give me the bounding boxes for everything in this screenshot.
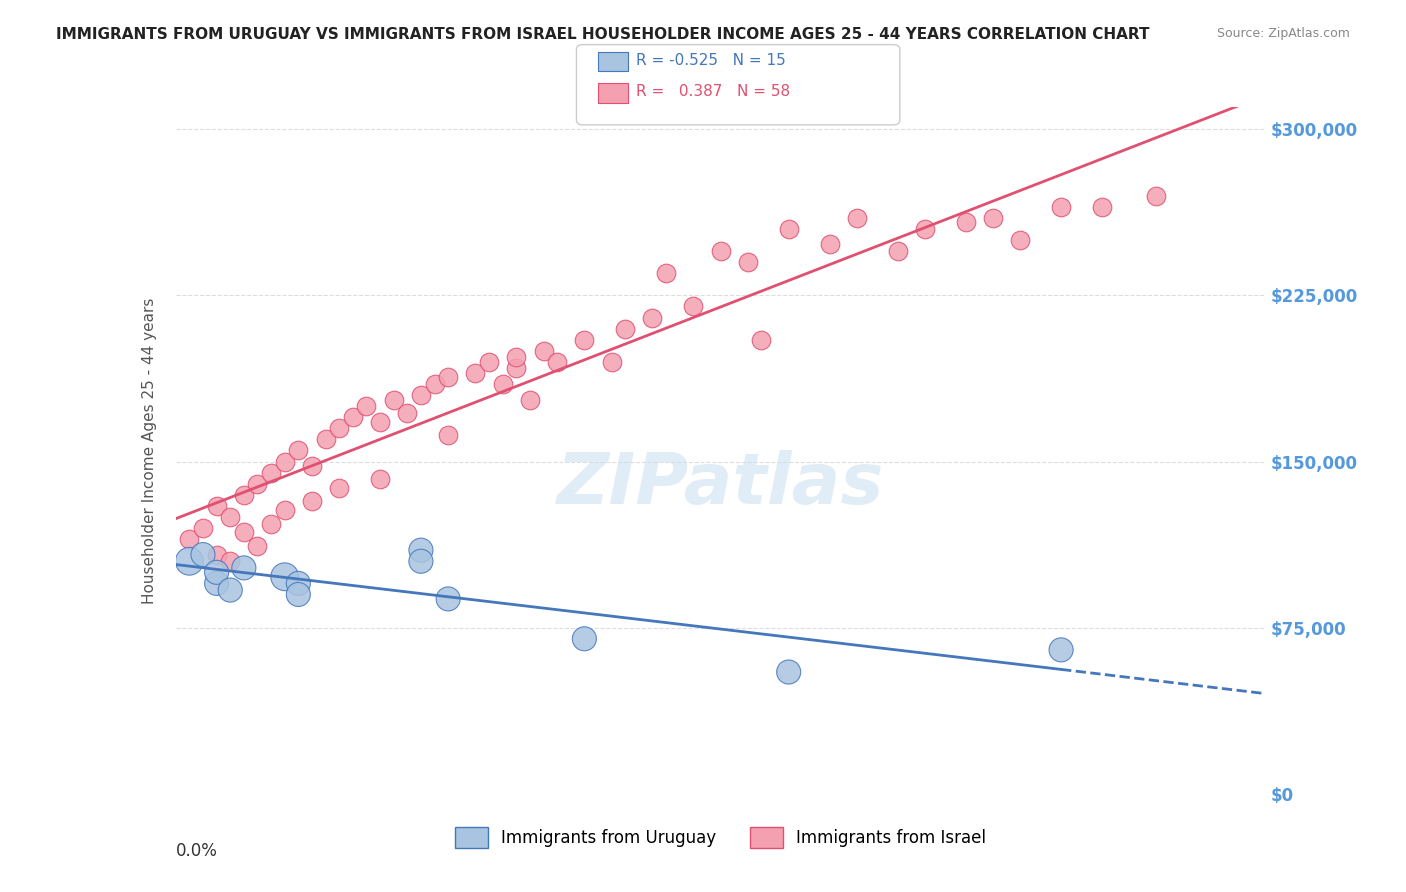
Point: [396, 406, 419, 420]
Point: [845, 211, 868, 225]
Point: [778, 222, 800, 236]
Point: [1144, 188, 1167, 202]
Point: [179, 554, 201, 568]
Point: [737, 255, 759, 269]
Point: [574, 632, 596, 646]
Point: [205, 548, 228, 562]
Point: [368, 415, 391, 429]
Point: [409, 543, 432, 558]
Point: [437, 591, 460, 606]
Point: [287, 576, 309, 591]
Point: [356, 399, 378, 413]
Point: [191, 548, 214, 562]
Point: [232, 525, 254, 540]
Point: [205, 576, 228, 591]
Point: [600, 355, 623, 369]
Point: [274, 454, 297, 468]
Point: [328, 421, 350, 435]
Point: [519, 392, 541, 407]
Point: [260, 466, 283, 480]
Legend: Immigrants from Uruguay, Immigrants from Israel: Immigrants from Uruguay, Immigrants from…: [449, 821, 993, 855]
Point: [437, 370, 460, 384]
Point: [409, 388, 432, 402]
Point: [205, 499, 228, 513]
Point: [710, 244, 733, 258]
Point: [232, 488, 254, 502]
Text: IMMIGRANTS FROM URUGUAY VS IMMIGRANTS FROM ISRAEL HOUSEHOLDER INCOME AGES 25 - 4: IMMIGRANTS FROM URUGUAY VS IMMIGRANTS FR…: [56, 27, 1150, 42]
Point: [191, 521, 214, 535]
Point: [328, 481, 350, 495]
Point: [682, 300, 704, 314]
Point: [955, 215, 977, 229]
Point: [274, 570, 297, 584]
Point: [478, 355, 501, 369]
Point: [1010, 233, 1032, 247]
Point: [260, 516, 283, 531]
Point: [1050, 200, 1073, 214]
Point: [219, 510, 242, 524]
Point: [179, 532, 201, 546]
Point: [886, 244, 908, 258]
Point: [287, 587, 309, 601]
Point: [614, 321, 637, 335]
Point: [287, 443, 309, 458]
Point: [409, 554, 432, 568]
Point: [232, 561, 254, 575]
Point: [546, 355, 568, 369]
Text: ZIPatlas: ZIPatlas: [557, 450, 884, 519]
Point: [246, 539, 269, 553]
Point: [219, 582, 242, 597]
Text: R = -0.525   N = 15: R = -0.525 N = 15: [636, 54, 786, 68]
Y-axis label: Householder Income Ages 25 - 44 years: Householder Income Ages 25 - 44 years: [142, 297, 157, 604]
Point: [1091, 200, 1114, 214]
Point: [641, 310, 664, 325]
Point: [981, 211, 1004, 225]
Point: [246, 476, 269, 491]
Point: [505, 361, 527, 376]
Text: Source: ZipAtlas.com: Source: ZipAtlas.com: [1216, 27, 1350, 40]
Point: [492, 376, 515, 391]
Point: [533, 343, 555, 358]
Point: [368, 472, 391, 486]
Point: [205, 566, 228, 580]
Text: 0.0%: 0.0%: [176, 842, 218, 860]
Point: [274, 503, 297, 517]
Point: [751, 333, 773, 347]
Point: [505, 351, 527, 365]
Point: [382, 392, 405, 407]
Point: [1050, 643, 1073, 657]
Point: [219, 554, 242, 568]
Point: [778, 665, 800, 679]
Point: [437, 428, 460, 442]
Text: R =   0.387   N = 58: R = 0.387 N = 58: [636, 85, 790, 99]
Point: [655, 266, 678, 280]
Point: [315, 433, 337, 447]
Point: [574, 333, 596, 347]
Point: [914, 222, 936, 236]
Point: [301, 494, 323, 508]
Point: [301, 458, 323, 473]
Point: [818, 237, 841, 252]
Point: [342, 410, 364, 425]
Point: [423, 376, 446, 391]
Point: [464, 366, 486, 380]
